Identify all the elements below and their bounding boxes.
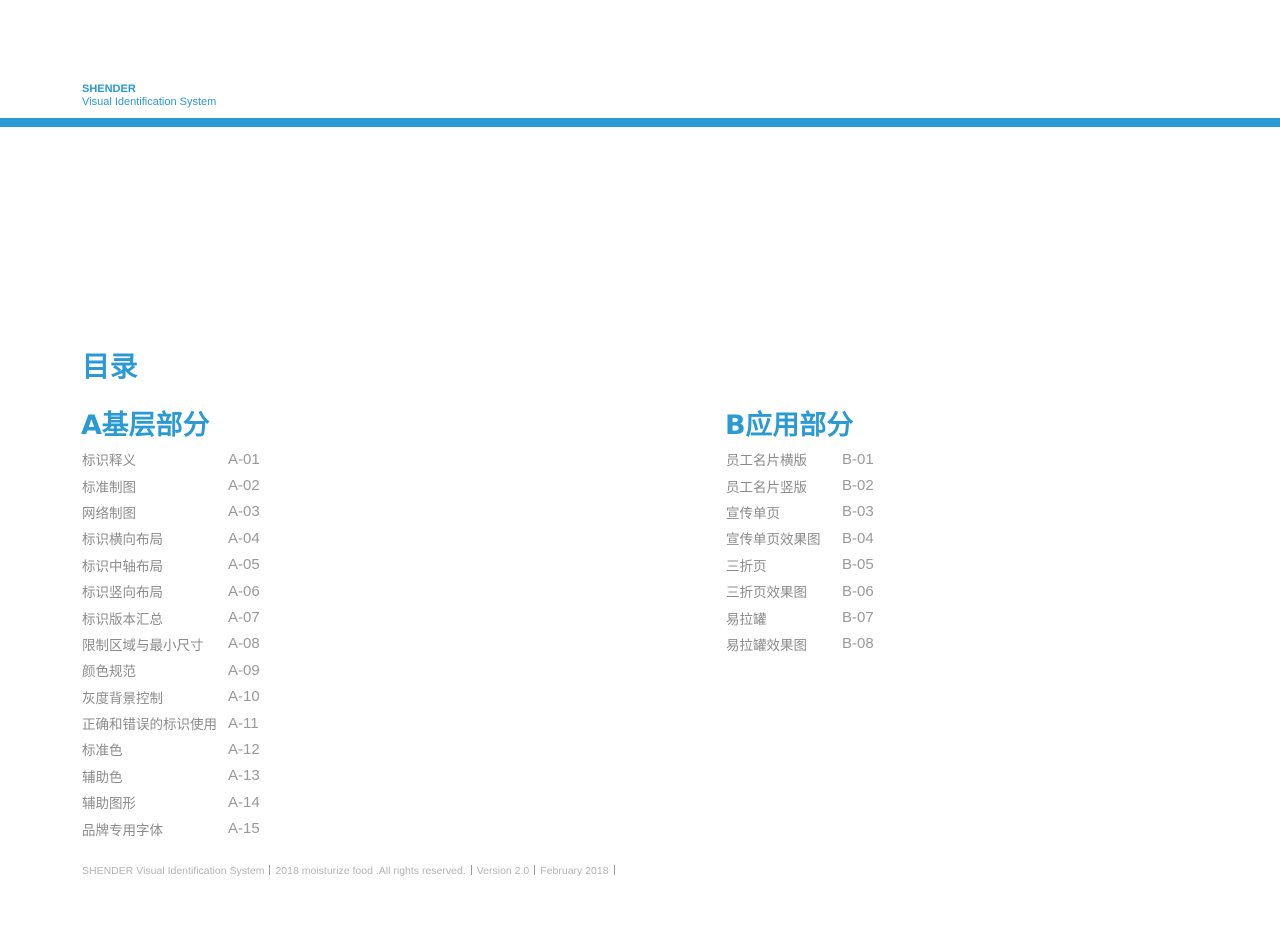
toc-entry: 标识释义 A-01 bbox=[82, 446, 260, 472]
toc-entry-code: A-15 bbox=[228, 820, 260, 838]
toc-entry-code: B-04 bbox=[842, 529, 874, 547]
toc-entry-label: 易拉罐效果图 bbox=[726, 637, 807, 654]
toc-entry-code: B-06 bbox=[842, 582, 874, 600]
toc-section-b: B应用部分 员工名片横版 B-01 员工名片竖版 B-02 宣传单页 B-03 宣传单页效果… bbox=[725, 406, 874, 657]
toc-entry-code: B-05 bbox=[842, 556, 874, 574]
toc-entry-label: 宣传单页效果图 bbox=[726, 532, 821, 549]
toc-entry-code: A-09 bbox=[228, 661, 260, 679]
footer-separator bbox=[613, 865, 615, 875]
toc-entry: 网络制图 A-03 bbox=[82, 499, 260, 525]
footer: SHENDER Visual Identification System 2018… bbox=[82, 865, 620, 877]
footer-separator bbox=[269, 865, 271, 875]
toc-entry-label: 辅助图形 bbox=[82, 796, 136, 813]
toc-entry: 员工名片竖版 B-02 bbox=[726, 472, 874, 498]
footer-separator bbox=[534, 865, 536, 875]
toc-entry: 标准制图 A-02 bbox=[82, 472, 260, 498]
toc-entry: 宣传单页 B-03 bbox=[726, 499, 874, 525]
toc-entry-code: B-02 bbox=[842, 477, 874, 495]
toc-entry-label: 灰度背景控制 bbox=[82, 690, 163, 707]
toc-entry-label: 颜色规范 bbox=[82, 664, 136, 681]
toc-entry: 易拉罐 B-07 bbox=[726, 604, 874, 630]
toc-entry-label: 品牌专用字体 bbox=[82, 822, 163, 839]
footer-separator bbox=[470, 865, 472, 875]
toc-entry: 限制区域与最小尺寸 A-08 bbox=[82, 631, 260, 657]
toc-entry-code: B-03 bbox=[842, 503, 874, 521]
footer-system: SHENDER Visual Identification System bbox=[82, 865, 265, 877]
toc-entry: 辅助色 A-13 bbox=[82, 763, 260, 789]
toc-entry-code: A-10 bbox=[228, 688, 260, 706]
toc-entry-label: 限制区域与最小尺寸 bbox=[82, 637, 204, 654]
toc-entry-label: 员工名片竖版 bbox=[726, 479, 807, 496]
toc-entry-label: 标识中轴布局 bbox=[82, 558, 163, 575]
toc-entry-label: 正确和错误的标识使用 bbox=[82, 717, 217, 734]
toc-entry-label: 三折页 bbox=[726, 558, 767, 575]
toc-entry: 辅助图形 A-14 bbox=[82, 789, 260, 815]
toc-entry-code: B-08 bbox=[842, 635, 874, 653]
toc-entry-code: A-02 bbox=[228, 477, 260, 495]
toc-entry-label: 标识释义 bbox=[82, 453, 136, 470]
toc-entry-code: A-08 bbox=[228, 635, 260, 653]
brand-subtitle: Visual Identification System bbox=[82, 96, 217, 108]
toc-entry-code: A-03 bbox=[228, 503, 260, 521]
toc-entry: 正确和错误的标识使用 A-11 bbox=[82, 710, 260, 736]
toc-entry: 三折页效果图 B-06 bbox=[726, 578, 874, 604]
toc-entry-code: B-07 bbox=[842, 609, 874, 627]
toc-entry: 三折页 B-05 bbox=[726, 552, 874, 578]
toc-section-a: A基层部分 标识释义 A-01 标准制图 A-02 网络制图 A-03 标识横向布局 A-04… bbox=[81, 406, 260, 842]
toc-entry: 灰度背景控制 A-10 bbox=[82, 684, 260, 710]
toc-entry: 标识版本汇总 A-07 bbox=[82, 604, 260, 630]
toc-entry-label: 员工名片横版 bbox=[726, 453, 807, 470]
toc-entry-code: A-01 bbox=[228, 450, 260, 468]
toc-entry-code: A-05 bbox=[228, 556, 260, 574]
toc-entry: 宣传单页效果图 B-04 bbox=[726, 525, 874, 551]
section-a-list: 标识释义 A-01 标准制图 A-02 网络制图 A-03 标识横向布局 A-04 标识中轴布局… bbox=[82, 446, 260, 842]
toc-entry-code: A-04 bbox=[228, 529, 260, 547]
toc-entry-code: A-14 bbox=[228, 793, 260, 811]
toc-entry: 标识横向布局 A-04 bbox=[82, 525, 260, 551]
toc-entry-code: A-11 bbox=[228, 714, 259, 732]
toc-entry-label: 宣传单页 bbox=[726, 505, 780, 522]
toc-entry-label: 网络制图 bbox=[82, 505, 136, 522]
footer-rights: 2018 moisturize food .All rights reserve… bbox=[275, 865, 466, 877]
toc-entry: 品牌专用字体 A-15 bbox=[82, 815, 260, 841]
header-accent-bar bbox=[0, 118, 1280, 127]
section-a-heading: A基层部分 bbox=[81, 410, 210, 441]
toc-entry: 标识中轴布局 A-05 bbox=[82, 552, 260, 578]
toc-entry-label: 标识横向布局 bbox=[82, 532, 163, 549]
toc-entry: 标准色 A-12 bbox=[82, 736, 260, 762]
footer-date: February 2018 bbox=[540, 865, 609, 877]
toc-entry-code: A-07 bbox=[228, 609, 260, 627]
footer-version: Version 2.0 bbox=[476, 865, 530, 877]
toc-entry: 易拉罐效果图 B-08 bbox=[726, 631, 874, 657]
toc-entry-label: 三折页效果图 bbox=[726, 585, 807, 602]
toc-entry: 员工名片横版 B-01 bbox=[726, 446, 874, 472]
toc-entry-label: 辅助色 bbox=[82, 769, 123, 786]
toc-entry-code: B-01 bbox=[842, 450, 874, 468]
brand-block: SHENDER Visual Identification System bbox=[82, 83, 216, 109]
toc-entry-label: 易拉罐 bbox=[726, 611, 767, 628]
toc-entry-code: A-13 bbox=[228, 767, 260, 785]
section-b-list: 员工名片横版 B-01 员工名片竖版 B-02 宣传单页 B-03 宣传单页效果图 B-04 三… bbox=[726, 446, 874, 657]
toc-entry-code: A-06 bbox=[228, 582, 260, 600]
toc-entry-label: 标准制图 bbox=[82, 479, 136, 496]
toc-entry-label: 标识版本汇总 bbox=[82, 611, 163, 628]
toc-entry-code: A-12 bbox=[228, 740, 260, 758]
toc-entry: 标识竖向布局 A-06 bbox=[82, 578, 260, 604]
toc-entry: 颜色规范 A-09 bbox=[82, 657, 260, 683]
toc-entry-label: 标识竖向布局 bbox=[82, 585, 163, 602]
section-b-heading: B应用部分 bbox=[725, 410, 854, 441]
toc-entry-label: 标准色 bbox=[82, 743, 123, 760]
page-title: 目录 bbox=[82, 350, 139, 383]
brand-name: SHENDER bbox=[82, 83, 136, 95]
